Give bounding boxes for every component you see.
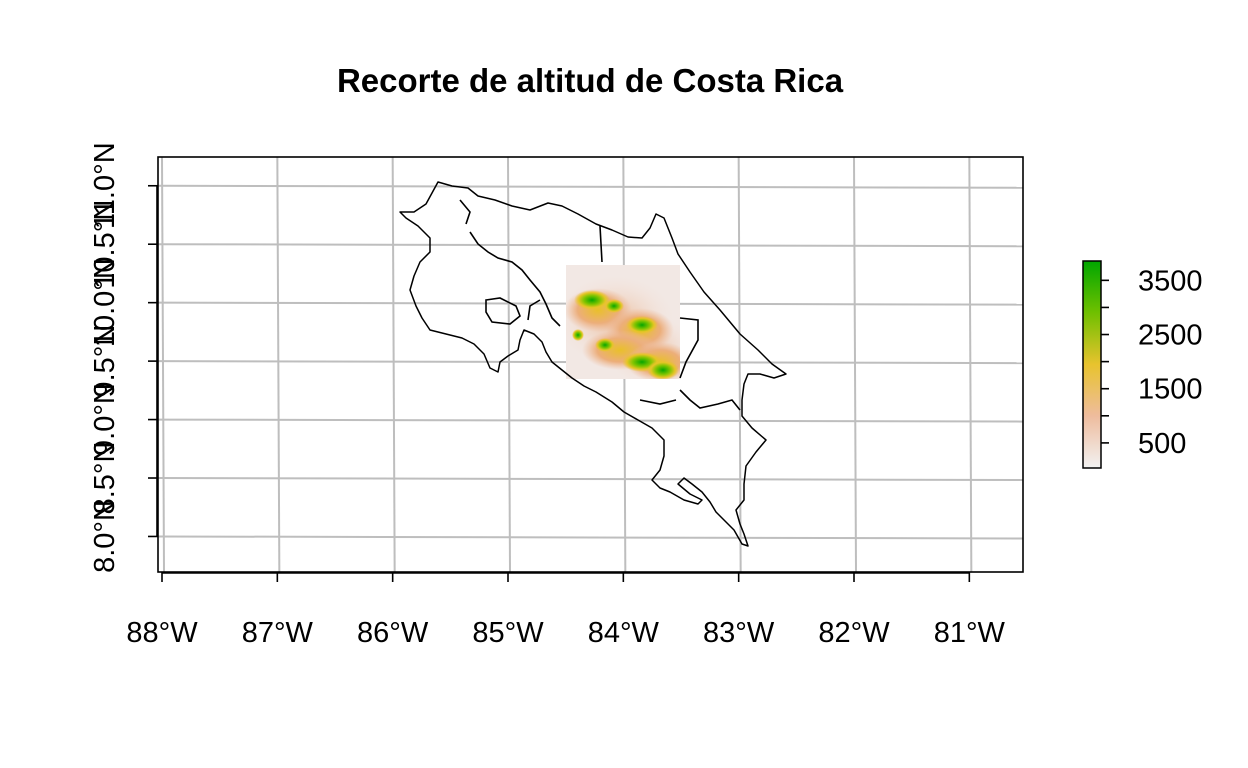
- legend-label: 2500: [1138, 320, 1203, 352]
- costa-rica-outline: [399, 181, 787, 547]
- legend-label: 1500: [1138, 374, 1203, 406]
- y-tick-label: 9.0°N: [89, 383, 121, 456]
- x-tick-label: 87°W: [242, 617, 314, 649]
- province-boundaries: [459, 199, 741, 411]
- x-tick-label: 83°W: [703, 617, 775, 649]
- y-tick-label: 10.0°N: [89, 258, 121, 347]
- parallel-line: [157, 184, 1024, 189]
- legend-label: 500: [1138, 428, 1186, 460]
- x-tick-label: 86°W: [357, 617, 429, 649]
- meridian-line: [968, 156, 973, 573]
- parallel-line: [157, 243, 1024, 248]
- meridian-line: [391, 156, 396, 573]
- x-tick-label: 85°W: [472, 617, 544, 649]
- y-tick-label: 8.5°N: [89, 442, 121, 515]
- elevation-legend: 3500 2500 1500 500: [1082, 260, 1203, 469]
- plot-frame: [157, 156, 1024, 573]
- meridian-line: [161, 156, 165, 573]
- x-tick-label: 81°W: [934, 617, 1006, 649]
- meridian-line: [507, 156, 511, 573]
- x-tick-label: 82°W: [818, 617, 890, 649]
- x-tick-label: 84°W: [588, 617, 660, 649]
- y-tick-label: 8.0°N: [89, 500, 121, 573]
- x-axis: 88°W 87°W 86°W 85°W 84°W 83°W 82°W 81°W: [126, 572, 1006, 649]
- meridian-line: [276, 156, 281, 573]
- parallel-line: [157, 535, 1024, 540]
- y-tick-label: 10.5°N: [89, 200, 121, 289]
- country-border: [399, 181, 787, 547]
- parallel-line: [157, 477, 1024, 482]
- x-tick-label: 88°W: [126, 617, 198, 649]
- map-title: Recorte de altitud de Costa Rica: [337, 62, 844, 99]
- elevation-raster: [566, 265, 680, 379]
- legend-label: 3500: [1138, 265, 1203, 297]
- y-tick-label: 9.5°N: [89, 325, 121, 398]
- y-axis: 8.0°N8.5°N9.0°N9.5°N10.0°N10.5°N11.0°N: [89, 142, 158, 573]
- meridian-line: [737, 156, 742, 573]
- parallel-line: [157, 418, 1024, 423]
- meridian-line: [853, 156, 857, 573]
- legend-colorbar: [1082, 260, 1102, 469]
- y-tick-label: 11.0°N: [89, 142, 121, 229]
- legend-ticks: 3500 2500 1500 500: [1101, 265, 1203, 460]
